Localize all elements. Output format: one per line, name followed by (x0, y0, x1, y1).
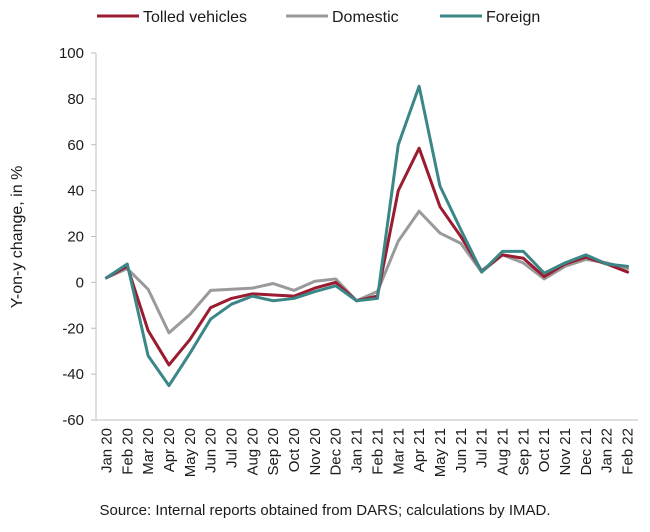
x-tick-label: Jun 20 (203, 428, 220, 473)
series-line-tolled-vehicles (104, 146, 630, 367)
x-tick-label: Feb 21 (369, 428, 386, 475)
x-tick-label: Sep 21 (515, 428, 532, 476)
y-tick-label: 20 (67, 229, 84, 246)
x-tick-label: Nov 21 (557, 428, 574, 476)
y-tick-label: 60 (67, 137, 84, 154)
x-tick-label: Aug 20 (244, 428, 261, 476)
y-axis: -60 -40 -20 0 20 40 60 80 100 (59, 45, 97, 429)
x-tick-label: Sep 20 (265, 428, 282, 476)
y-tick-label: 40 (67, 183, 84, 200)
x-tick-label: Dec 20 (328, 428, 345, 476)
x-tick-label: Jan 22 (599, 428, 616, 473)
x-tick-label: Feb 22 (620, 428, 637, 475)
y-tick-label: 80 (67, 91, 84, 108)
plot-lines (104, 84, 630, 388)
x-tick-label: Oct 21 (536, 428, 553, 472)
x-tick-label: Mar 21 (390, 428, 407, 475)
legend-label: Domestic (332, 9, 399, 26)
x-tick-label: Oct 20 (286, 428, 303, 472)
x-tick-label: Nov 20 (307, 428, 324, 476)
x-axis: Jan 20 Feb 20 Mar 20 Apr 20 May 20 Jun 20 Jul … (96, 419, 638, 477)
x-tick-label: Apr 20 (161, 428, 178, 472)
x-tick-label: Feb 20 (119, 428, 136, 475)
y-tick-label: 100 (59, 45, 84, 62)
x-tick-label: Dec 21 (578, 428, 595, 476)
x-tick-label: Apr 21 (411, 428, 428, 472)
legend-label: Foreign (486, 9, 540, 26)
x-tick-label: Aug 21 (495, 428, 512, 476)
source-note: Source: Internal reports obtained from D… (99, 502, 551, 519)
x-tick-label: May 20 (182, 428, 199, 477)
x-tick-label: Jan 21 (349, 428, 366, 473)
y-tick-label: -60 (62, 412, 84, 429)
y-axis-title: Y-on-y change, in % (9, 166, 26, 309)
series-line-domestic (104, 209, 630, 335)
x-tick-label: Mar 20 (140, 428, 157, 475)
legend-label: Tolled vehicles (143, 9, 247, 26)
x-tick-label: Jul 21 (474, 428, 491, 468)
chart-legend: Tolled vehicles Domestic Foreign (97, 9, 540, 26)
y-tick-label: -20 (62, 320, 84, 337)
y-tick-label: 0 (76, 274, 84, 291)
x-tick-label: Jul 20 (224, 428, 241, 468)
x-tick-label: Jan 20 (98, 428, 115, 473)
x-tick-label: May 21 (432, 428, 449, 477)
series-line-foreign (104, 84, 630, 388)
y-tick-label: -40 (62, 366, 84, 383)
x-tick-label: Jun 21 (453, 428, 470, 473)
